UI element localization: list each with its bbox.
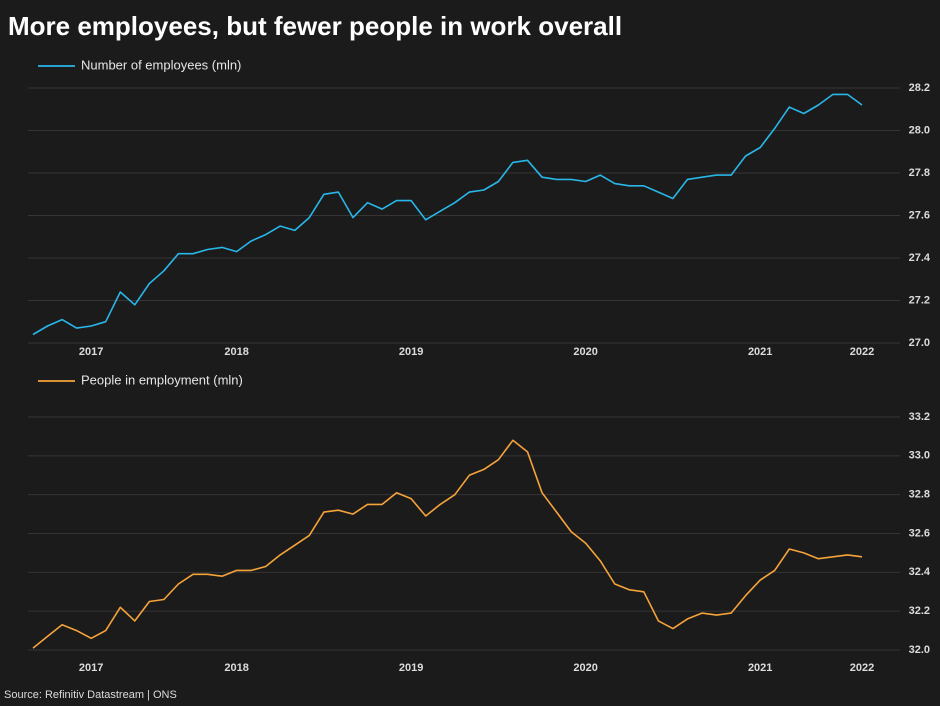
x-tick-label: 2021 <box>748 662 772 674</box>
chart-title: More employees, but fewer people in work… <box>8 11 622 41</box>
y-tick-label: 27.6 <box>909 209 930 221</box>
x-tick-label: 2019 <box>399 346 423 358</box>
legend-label: People in employment (mln) <box>81 372 243 387</box>
x-tick-label: 2018 <box>224 662 248 674</box>
y-tick-label: 27.4 <box>909 252 931 264</box>
y-tick-label: 32.0 <box>909 644 930 656</box>
y-tick-label: 28.2 <box>909 82 930 94</box>
legend-label: Number of employees (mln) <box>81 57 241 72</box>
x-tick-label: 2018 <box>224 346 248 358</box>
x-tick-label: 2021 <box>748 346 772 358</box>
x-tick-label: 2020 <box>573 346 597 358</box>
y-tick-label: 27.8 <box>909 167 930 179</box>
data-line <box>32 439 863 649</box>
x-tick-label: 2022 <box>850 346 874 358</box>
x-tick-label: 2020 <box>573 662 597 674</box>
y-tick-label: 28.0 <box>909 124 930 136</box>
x-tick-label: 2022 <box>850 662 874 674</box>
y-tick-label: 33.2 <box>909 411 930 423</box>
x-tick-label: 2019 <box>399 662 423 674</box>
y-tick-label: 32.6 <box>909 527 930 539</box>
data-line <box>32 93 863 336</box>
y-tick-label: 27.0 <box>909 337 930 349</box>
y-tick-label: 32.8 <box>909 489 930 501</box>
y-tick-label: 32.4 <box>909 566 931 578</box>
x-tick-label: 2017 <box>79 662 103 674</box>
x-tick-label: 2017 <box>79 346 103 358</box>
y-tick-label: 33.0 <box>909 450 930 462</box>
y-tick-label: 27.2 <box>909 294 930 306</box>
source: Source: Refinitiv Datastream | ONS <box>4 689 177 701</box>
y-tick-label: 32.2 <box>909 605 930 617</box>
